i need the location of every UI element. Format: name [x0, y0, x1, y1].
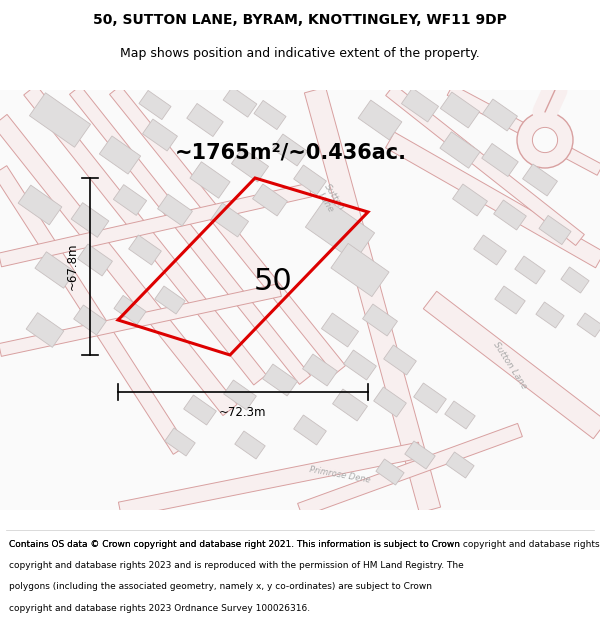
Polygon shape	[187, 104, 223, 136]
Polygon shape	[70, 86, 310, 384]
Polygon shape	[305, 199, 374, 261]
Text: Sutton
Lane: Sutton Lane	[314, 182, 346, 218]
Polygon shape	[0, 183, 311, 267]
Polygon shape	[376, 459, 404, 485]
Polygon shape	[386, 132, 600, 268]
Polygon shape	[304, 87, 440, 513]
Polygon shape	[495, 286, 525, 314]
Polygon shape	[577, 313, 600, 337]
Text: copyright and database rights 2023 and is reproduced with the permission of HM L: copyright and database rights 2023 and i…	[9, 561, 464, 570]
Polygon shape	[114, 296, 146, 324]
Polygon shape	[293, 165, 326, 195]
Polygon shape	[446, 452, 474, 478]
Polygon shape	[374, 387, 406, 417]
Polygon shape	[223, 87, 257, 117]
Polygon shape	[0, 166, 187, 454]
Polygon shape	[447, 85, 600, 175]
Circle shape	[532, 127, 557, 152]
Text: 50, SUTTON LANE, BYRAM, KNOTTINGLEY, WF11 9DP: 50, SUTTON LANE, BYRAM, KNOTTINGLEY, WF1…	[93, 13, 507, 27]
Polygon shape	[232, 148, 269, 182]
Text: Contains OS data © Crown copyright and database right 2021. This information is : Contains OS data © Crown copyright and d…	[9, 540, 600, 549]
Polygon shape	[118, 442, 422, 518]
Polygon shape	[26, 312, 64, 348]
Polygon shape	[253, 184, 287, 216]
Polygon shape	[77, 244, 112, 276]
Polygon shape	[0, 114, 237, 416]
Polygon shape	[155, 286, 185, 314]
Polygon shape	[424, 291, 600, 439]
Polygon shape	[272, 134, 307, 166]
Text: copyright and database rights 2023 Ordnance Survey 100026316.: copyright and database rights 2023 Ordna…	[9, 604, 310, 612]
Text: ~1765m²/~0.436ac.: ~1765m²/~0.436ac.	[175, 142, 407, 162]
Polygon shape	[190, 162, 230, 198]
Polygon shape	[224, 380, 256, 410]
Polygon shape	[110, 86, 346, 374]
Text: Map shows position and indicative extent of the property.: Map shows position and indicative extent…	[120, 48, 480, 61]
Polygon shape	[413, 383, 446, 413]
Text: Sutton Lane: Sutton Lane	[491, 340, 529, 390]
Polygon shape	[235, 431, 265, 459]
Text: ~72.3m: ~72.3m	[219, 406, 267, 419]
Polygon shape	[24, 85, 266, 385]
Polygon shape	[74, 305, 106, 335]
Polygon shape	[386, 84, 584, 246]
Polygon shape	[128, 235, 161, 265]
Polygon shape	[263, 364, 298, 396]
Polygon shape	[322, 313, 359, 347]
Polygon shape	[482, 144, 518, 176]
Polygon shape	[358, 100, 402, 140]
Polygon shape	[445, 401, 475, 429]
Polygon shape	[211, 203, 248, 237]
Circle shape	[517, 112, 573, 168]
Polygon shape	[71, 202, 109, 238]
Polygon shape	[362, 304, 397, 336]
Polygon shape	[383, 345, 416, 375]
Polygon shape	[452, 184, 487, 216]
Text: Contains OS data © Crown copyright and database right 2021. This information is : Contains OS data © Crown copyright and d…	[9, 540, 460, 549]
Polygon shape	[494, 200, 526, 230]
Polygon shape	[473, 235, 506, 265]
Polygon shape	[143, 119, 178, 151]
Polygon shape	[293, 415, 326, 445]
Polygon shape	[539, 216, 571, 244]
Polygon shape	[536, 302, 564, 328]
Polygon shape	[401, 88, 439, 122]
Polygon shape	[29, 92, 91, 148]
Polygon shape	[298, 423, 523, 517]
Polygon shape	[440, 132, 480, 168]
Polygon shape	[332, 389, 367, 421]
Polygon shape	[515, 256, 545, 284]
Text: Primrose Dene: Primrose Dene	[309, 465, 371, 485]
Polygon shape	[0, 284, 281, 356]
Polygon shape	[158, 194, 193, 226]
Polygon shape	[331, 243, 389, 297]
Polygon shape	[440, 92, 479, 128]
Polygon shape	[523, 164, 557, 196]
Polygon shape	[405, 441, 435, 469]
Polygon shape	[184, 395, 217, 425]
Polygon shape	[113, 184, 146, 216]
Polygon shape	[561, 267, 589, 293]
Polygon shape	[139, 91, 171, 119]
Polygon shape	[254, 101, 286, 129]
Polygon shape	[482, 99, 517, 131]
Polygon shape	[344, 350, 376, 380]
Text: ~67.8m: ~67.8m	[65, 242, 79, 290]
Polygon shape	[165, 428, 195, 456]
Polygon shape	[302, 354, 337, 386]
Text: polygons (including the associated geometry, namely x, y co-ordinates) are subje: polygons (including the associated geome…	[9, 582, 432, 591]
Polygon shape	[100, 136, 140, 174]
Polygon shape	[35, 252, 75, 288]
Text: 50: 50	[253, 267, 292, 296]
Polygon shape	[18, 185, 62, 225]
